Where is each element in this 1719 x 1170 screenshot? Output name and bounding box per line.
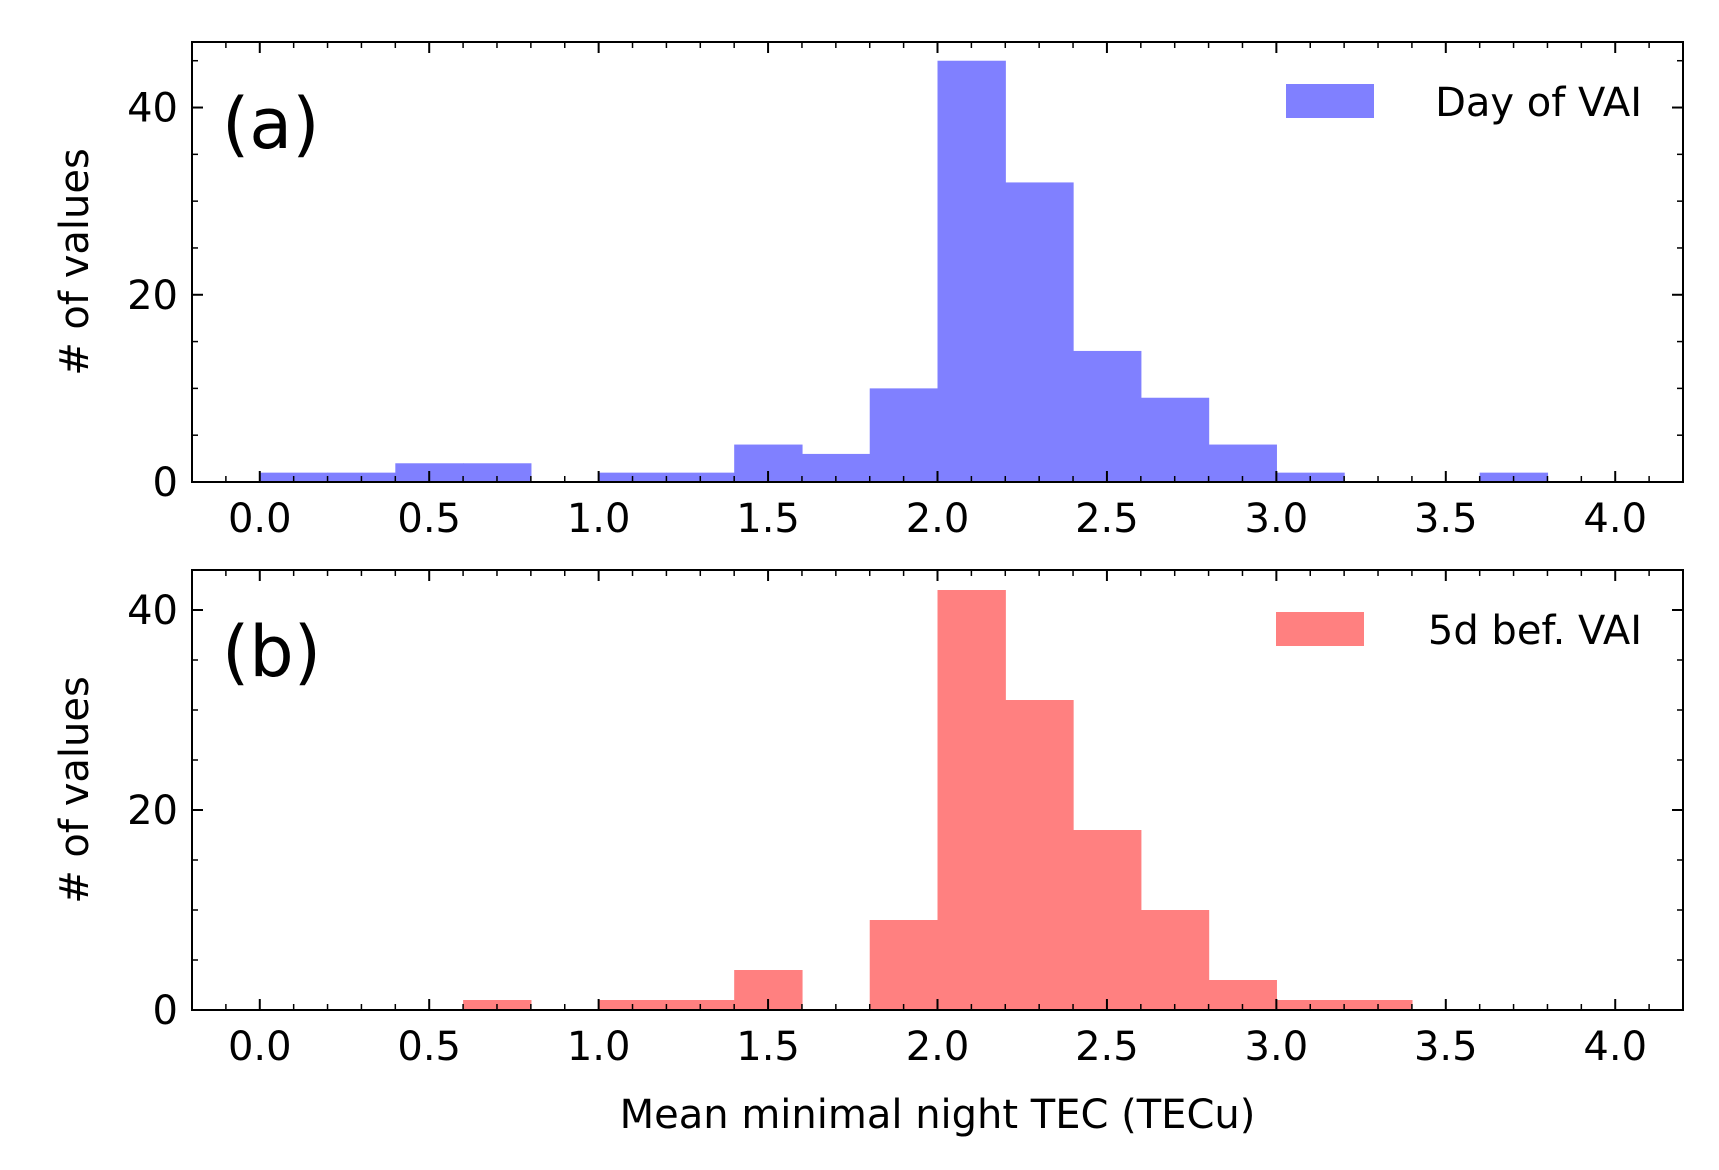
histogram-bar <box>937 60 1006 483</box>
y-tick-label: 0 <box>153 988 178 1034</box>
panel-a-histogram: 0.0 0.5 1.0 1.5 2.0 2.5 3.0 3.5 4.0 0 20 40 # of val… <box>52 41 1684 542</box>
y-axis-label: # of values <box>52 676 98 904</box>
x-tick-label: 2.0 <box>906 496 970 542</box>
legend-label: Day of VAI <box>1435 80 1642 126</box>
x-tick-label: 4.0 <box>1583 1024 1647 1070</box>
histogram-bar <box>1140 397 1210 482</box>
x-tick-label: 2.0 <box>906 1024 970 1070</box>
histogram-bar <box>1005 700 1074 1010</box>
legend-label: 5d bef. VAI <box>1428 608 1642 654</box>
x-tick-label: 3.5 <box>1414 496 1478 542</box>
legend-swatch <box>1286 84 1374 118</box>
x-tick-label: 1.5 <box>736 496 800 542</box>
x-tick-label: 3.0 <box>1245 496 1309 542</box>
histogram-bar <box>463 463 532 482</box>
panel-label: (b) <box>222 611 321 693</box>
y-tick-label: 20 <box>127 788 178 834</box>
y-tick-label: 40 <box>127 588 178 634</box>
x-tick-label: 0.0 <box>228 496 292 542</box>
x-tick-label: 1.0 <box>567 496 631 542</box>
x-tick-label: 2.5 <box>1075 496 1139 542</box>
legend-swatch <box>1276 612 1364 646</box>
x-tick-label: 2.5 <box>1075 1024 1139 1070</box>
x-axis-label: Mean minimal night TEC (TECu) <box>620 1092 1256 1138</box>
x-tick-label: 4.0 <box>1583 496 1647 542</box>
panel-label: (a) <box>222 83 320 165</box>
x-tick-label: 0.5 <box>397 1024 461 1070</box>
histogram-bar <box>1140 910 1210 1010</box>
panel-b-histogram: 0.0 0.5 1.0 1.5 2.0 2.5 3.0 3.5 4.0 0 20 40 # of val… <box>52 569 1684 1138</box>
x-tick-label: 0.0 <box>228 1024 292 1070</box>
x-tick-label: 1.0 <box>567 1024 631 1070</box>
histogram-bar <box>1073 830 1142 1010</box>
histogram-bar <box>1005 182 1074 482</box>
x-tick-label: 3.5 <box>1414 1024 1478 1070</box>
x-tick-label: 3.0 <box>1245 1024 1309 1070</box>
histogram-bar <box>1073 350 1142 482</box>
y-tick-label: 20 <box>127 273 178 319</box>
histogram-bar <box>937 590 1006 1010</box>
x-tick-label: 1.5 <box>736 1024 800 1070</box>
x-tick-label: 0.5 <box>397 496 461 542</box>
y-axis-label: # of values <box>52 148 98 376</box>
y-tick-label: 0 <box>153 460 178 506</box>
histogram-bar <box>1208 444 1277 482</box>
histogram-bar <box>869 920 939 1010</box>
histogram-bar <box>869 388 939 482</box>
y-tick-label: 40 <box>127 86 178 132</box>
